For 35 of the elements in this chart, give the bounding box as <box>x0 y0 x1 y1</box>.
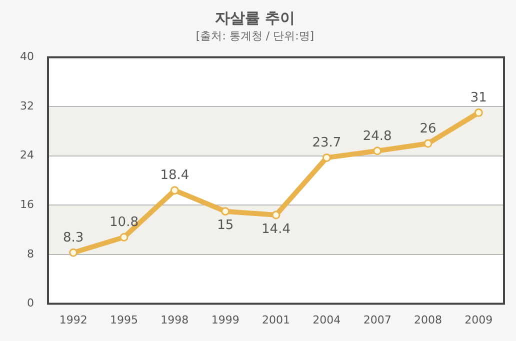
x-tick-label: 2008 <box>414 313 442 326</box>
point <box>322 153 331 162</box>
data-label: 24.8 <box>362 128 392 144</box>
point <box>221 207 230 216</box>
data-label: 14.4 <box>262 222 290 237</box>
point <box>424 139 432 148</box>
x-tick-label: 2007 <box>363 313 392 326</box>
x-tick-label: 1995 <box>110 313 138 326</box>
chart-subtitle: [출처: 통계청 / 단위:명] <box>196 29 314 42</box>
x-tick-label: 1998 <box>160 313 189 326</box>
point <box>69 248 78 257</box>
y-tick-label: 16 <box>20 198 34 212</box>
x-tick-label: 1992 <box>59 313 88 326</box>
y-tick-label: 0 <box>26 296 34 310</box>
y-tick-label: 8 <box>26 247 34 260</box>
point <box>373 146 382 156</box>
point <box>170 186 179 195</box>
x-tick-label: 2004 <box>312 313 341 326</box>
x-tick-label: 2009 <box>464 313 493 326</box>
y-tick-label: 32 <box>20 99 34 112</box>
data-label: 31 <box>470 90 487 106</box>
x-tick-label: 1999 <box>211 313 240 326</box>
chart-title: 자살률 추이 <box>214 8 296 27</box>
data-label: 18.4 <box>160 168 190 184</box>
point <box>120 232 128 242</box>
data-label: 10.8 <box>110 215 138 230</box>
data-label: 8.3 <box>62 230 84 246</box>
y-tick-label: 40 <box>20 50 34 64</box>
point <box>272 210 280 220</box>
point <box>474 108 483 117</box>
data-label: 23.7 <box>312 136 342 151</box>
data-label: 26 <box>420 121 436 136</box>
x-tick-label: 2001 <box>262 313 290 326</box>
data-label: 15 <box>217 218 234 234</box>
y-tick-label: 24 <box>20 148 34 162</box>
